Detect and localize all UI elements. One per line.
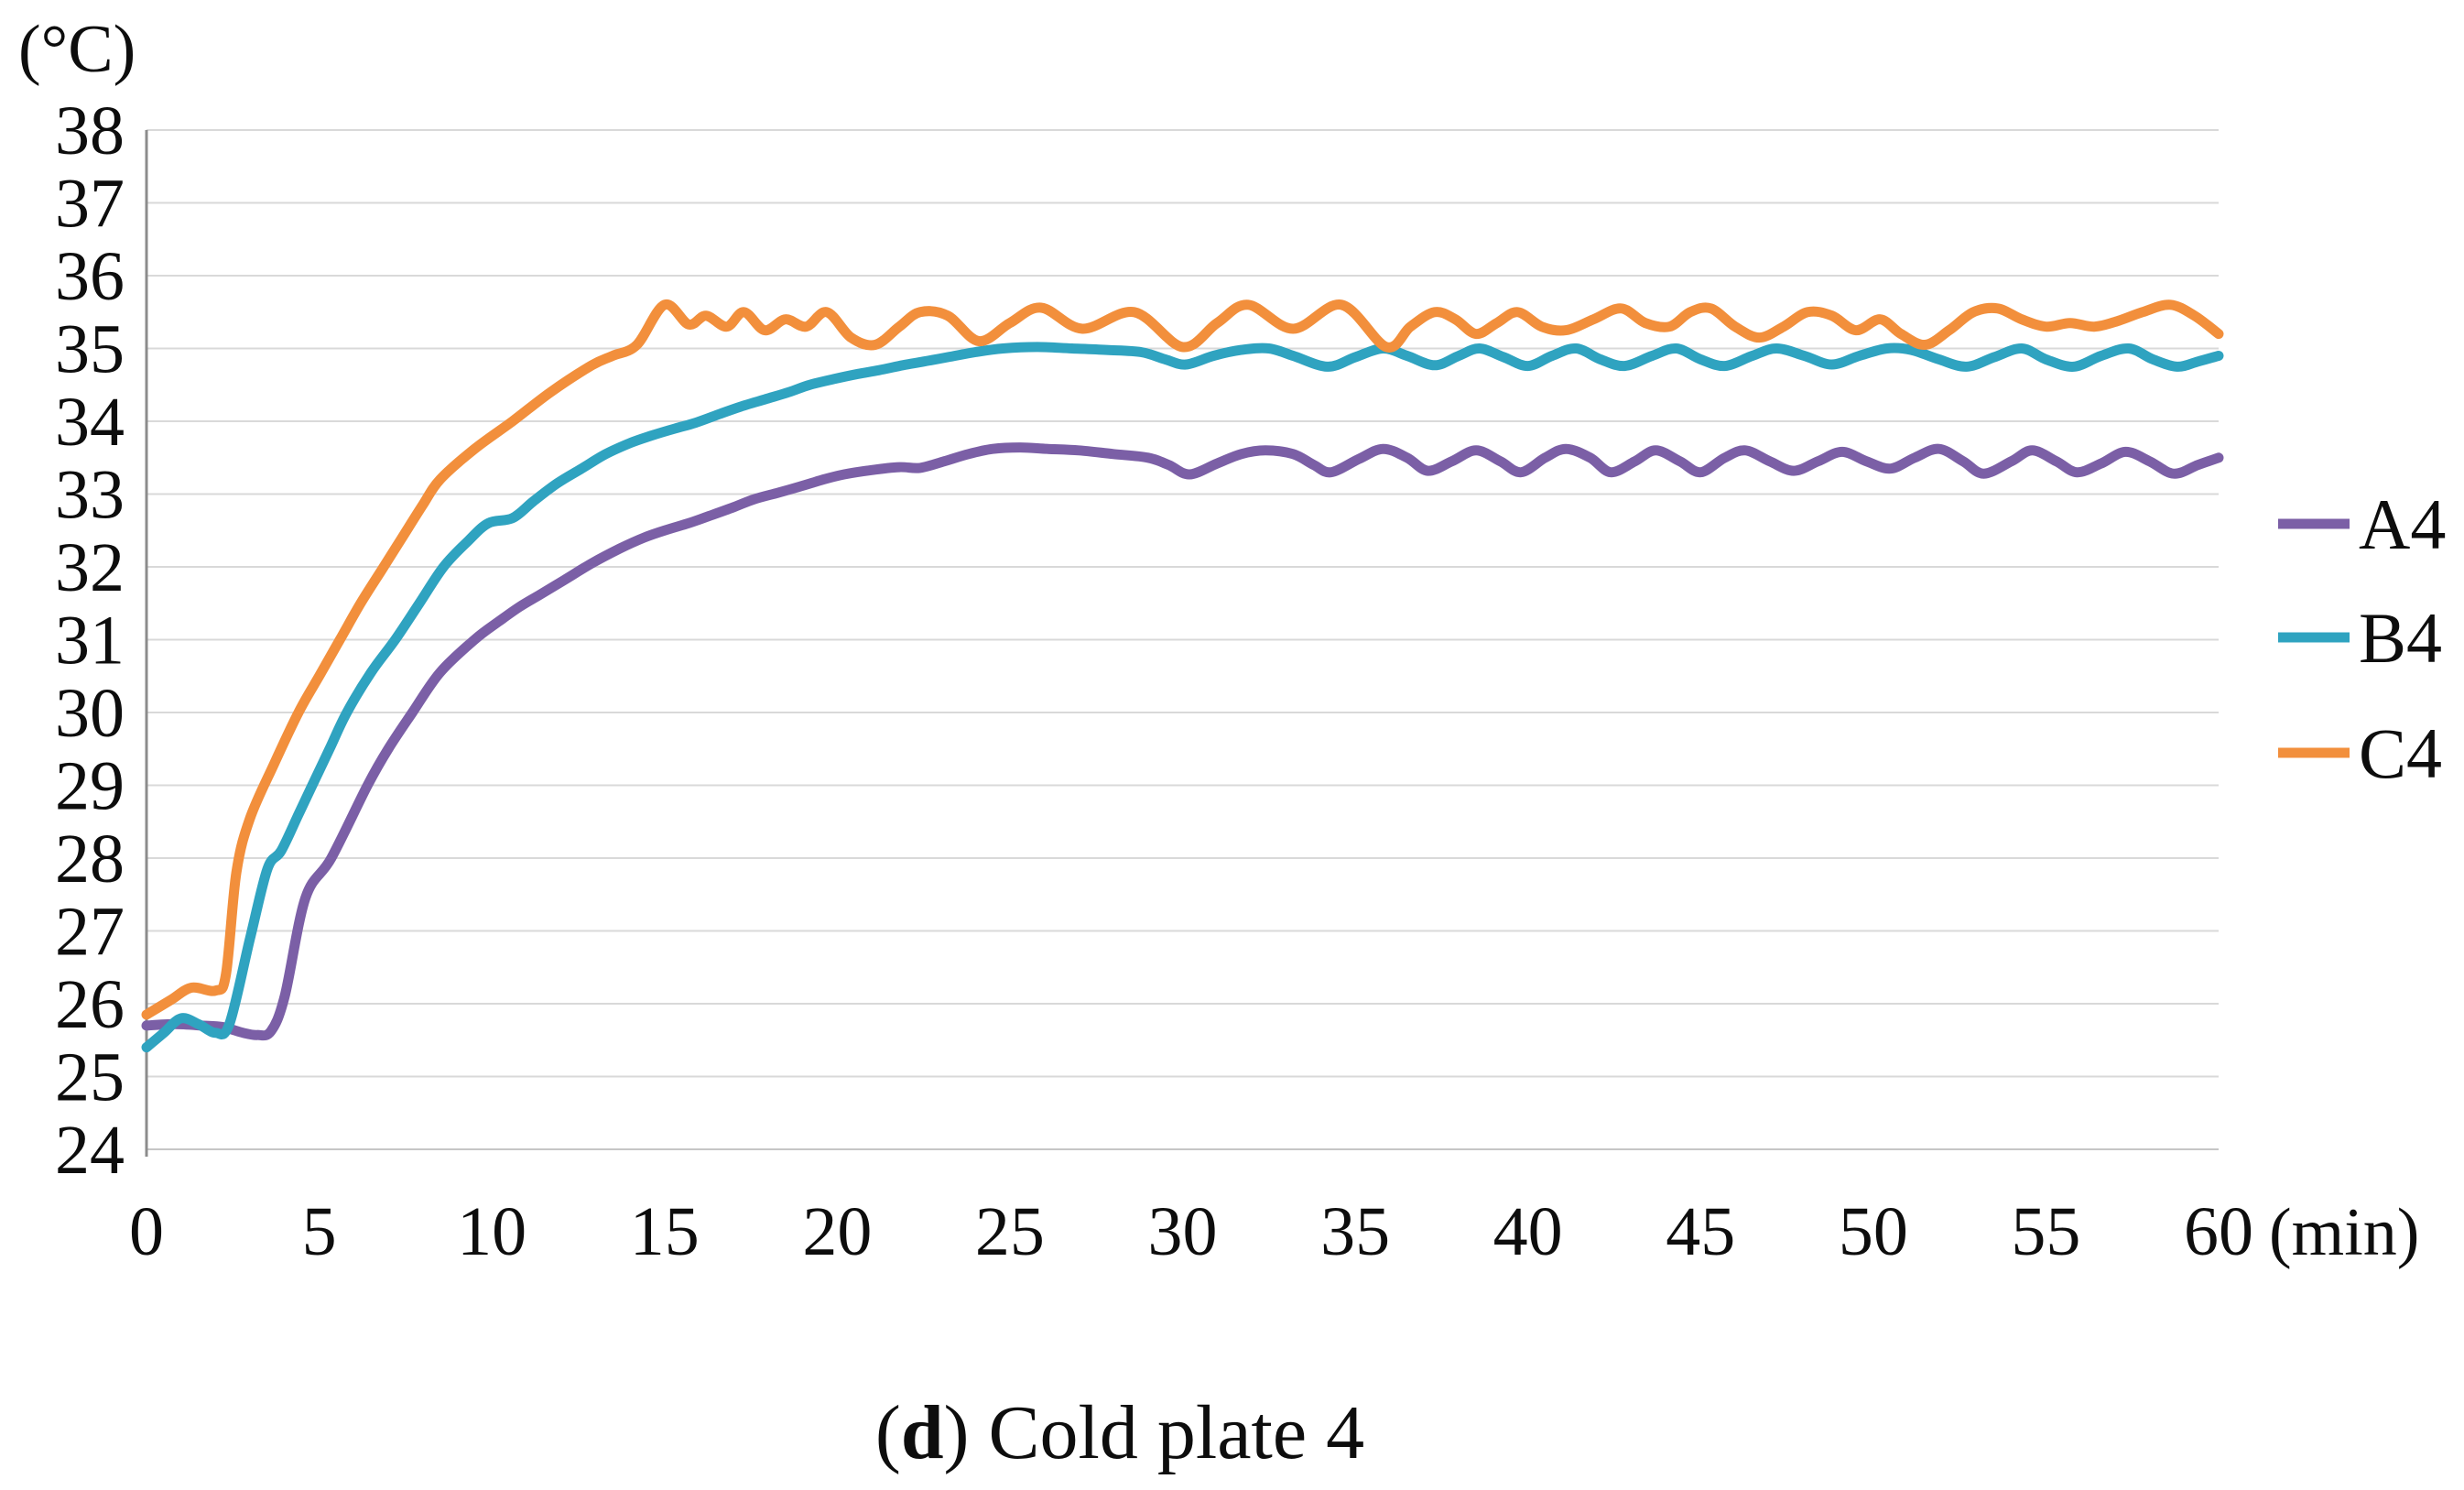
- y-tick-label-34: 34: [55, 384, 125, 461]
- legend-label-C4: C4: [2359, 713, 2442, 793]
- x-axis-unit-label: (min): [2269, 1195, 2419, 1270]
- legend-item-B4: B4: [2278, 598, 2442, 678]
- series-line-C4: [141, 299, 2224, 1020]
- y-tick-label-27: 27: [55, 894, 125, 971]
- y-tick-label-35: 35: [55, 311, 125, 388]
- legend-item-C4: C4: [2278, 713, 2442, 793]
- legend-label-A4: A4: [2359, 484, 2446, 564]
- x-tick-label-25: 25: [975, 1193, 1045, 1270]
- legend: A4 B4 C4: [2278, 484, 2446, 793]
- series-lines: [141, 299, 2224, 1053]
- y-tick-label-36: 36: [55, 238, 125, 315]
- x-axis-tick-labels: 0 5 10 15 20 25 30 35 40 45 50 55 60: [129, 1193, 2253, 1270]
- y-tick-label-28: 28: [55, 821, 125, 897]
- x-tick-label-55: 55: [2011, 1193, 2080, 1270]
- x-tick-label-15: 15: [630, 1193, 700, 1270]
- y-tick-label-25: 25: [55, 1039, 125, 1116]
- caption-text: ) Cold plate 4: [944, 1390, 1365, 1475]
- x-tick-label-60: 60: [2184, 1193, 2253, 1270]
- y-tick-label-37: 37: [55, 166, 125, 243]
- x-tick-label-45: 45: [1666, 1193, 1735, 1270]
- y-tick-label-33: 33: [55, 457, 125, 534]
- gridlines: [147, 129, 2219, 1150]
- x-tick-label-50: 50: [1839, 1193, 1908, 1270]
- series-line-B4: [141, 342, 2224, 1053]
- caption-prefix: (: [875, 1390, 901, 1475]
- y-tick-label-32: 32: [55, 529, 125, 606]
- y-tick-label-31: 31: [55, 603, 125, 680]
- legend-label-B4: B4: [2359, 598, 2442, 678]
- x-tick-label-10: 10: [457, 1193, 526, 1270]
- figure-caption: (d) Cold plate 4: [875, 1390, 1364, 1475]
- y-tick-label-24: 24: [55, 1112, 125, 1189]
- y-axis-unit-label: (°C): [18, 12, 136, 87]
- x-tick-label-20: 20: [802, 1193, 872, 1270]
- x-tick-label-30: 30: [1148, 1193, 1218, 1270]
- series-line-A4: [141, 442, 2224, 1041]
- y-tick-label-38: 38: [55, 92, 125, 169]
- x-tick-label-0: 0: [129, 1193, 164, 1270]
- x-tick-label-40: 40: [1493, 1193, 1563, 1270]
- x-tick-label-5: 5: [302, 1193, 337, 1270]
- x-tick-label-35: 35: [1320, 1193, 1390, 1270]
- y-tick-label-29: 29: [55, 748, 125, 825]
- caption-panel-letter: d: [901, 1390, 944, 1475]
- legend-item-A4: A4: [2278, 484, 2446, 564]
- y-tick-label-26: 26: [55, 966, 125, 1043]
- y-tick-label-30: 30: [55, 675, 125, 752]
